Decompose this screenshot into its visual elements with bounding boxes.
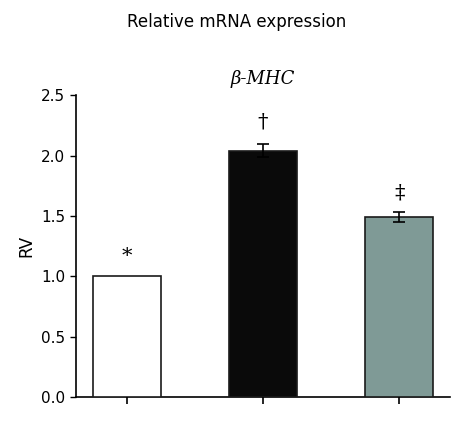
Text: ‡: ‡ xyxy=(394,184,404,203)
Title: β-MHC: β-MHC xyxy=(231,70,295,88)
Y-axis label: RV: RV xyxy=(18,235,36,257)
Text: †: † xyxy=(258,113,268,132)
Bar xyxy=(229,151,297,397)
Text: Relative mRNA expression: Relative mRNA expression xyxy=(128,13,346,31)
Text: *: * xyxy=(122,247,132,266)
Bar xyxy=(365,217,433,397)
Bar xyxy=(93,276,161,397)
